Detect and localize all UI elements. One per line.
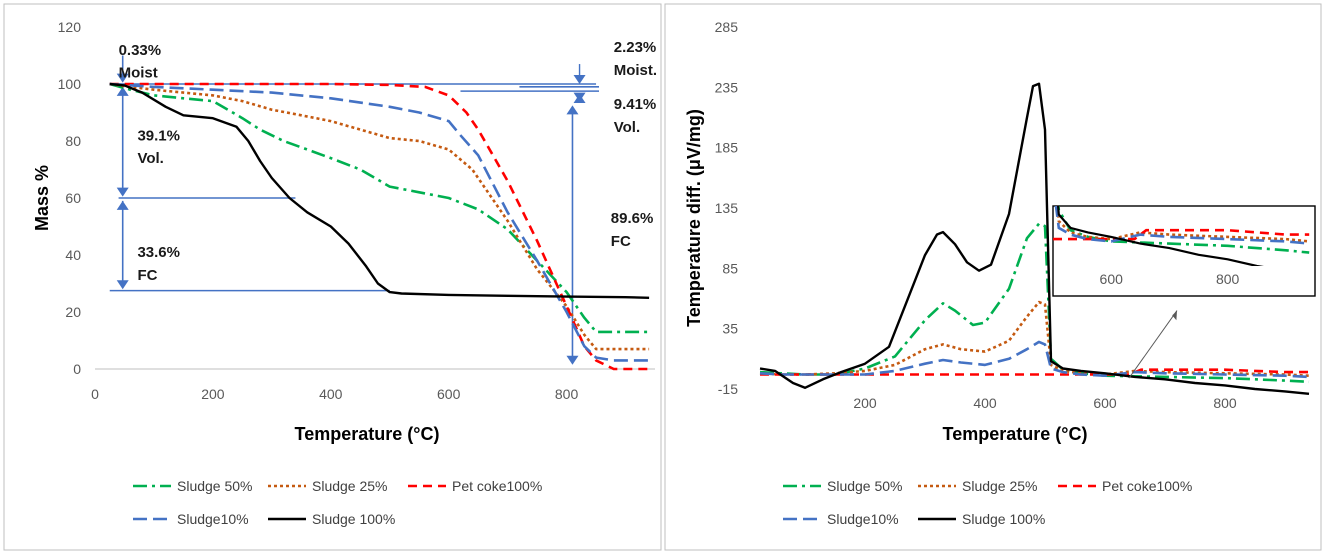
tga-fc-arrowhead-up (116, 200, 129, 210)
tga-annotation-volR1: 9.41% (614, 96, 657, 113)
dta-series-2 (760, 368, 1309, 376)
dta-y-tick-185: 185 (715, 140, 739, 156)
dta-inset-x-tick-800: 800 (1216, 271, 1240, 287)
tga-annotation-fc1: 33.6% (137, 244, 180, 261)
tga-fcR-arrowhead-down (566, 355, 579, 365)
tga-legend-label-4: Sludge 100% (312, 511, 395, 527)
tga-x-tick-0: 0 (91, 386, 99, 402)
tga-x-tick-400: 400 (319, 386, 343, 402)
tga-annotation-vol2: Vol. (137, 150, 163, 167)
tga-annotation-vol1: 39.1% (137, 127, 180, 144)
dta-chart: -15 35 85 135 185 235 285 200 400 600 800 Temperatu… (684, 19, 1316, 527)
dta-legend-label-2: Pet coke100% (1102, 478, 1192, 494)
tga-series-0 (109, 82, 650, 334)
dta-legend-label-4: Sludge 100% (962, 511, 1045, 527)
tga-y-tick-100: 100 (58, 76, 82, 92)
dta-series-0 (759, 222, 1310, 384)
tga-chart: 0 20 40 60 80 100 120 0 200 400 600 800 Temperature … (32, 19, 657, 527)
tga-annotation-volR2: Vol. (614, 119, 640, 136)
dta-inset-series-2 (1053, 228, 1310, 241)
dta-series-4 (759, 82, 1310, 395)
tga-series-1 (109, 82, 650, 351)
dta-x-tick-600: 600 (1093, 395, 1117, 411)
dta-x-tick-800: 800 (1213, 395, 1237, 411)
tga-fcR-arrowhead-up (566, 105, 579, 115)
dta-legend-label-3: Sludge10% (827, 511, 899, 527)
tga-legend-label-3: Sludge10% (177, 511, 249, 527)
dta-legend-label-0: Sludge 50% (827, 478, 903, 494)
dta-inset-x-tick-600: 600 (1100, 271, 1124, 287)
tga-y-tick-120: 120 (58, 19, 82, 35)
tga-x-tick-600: 600 (437, 386, 461, 402)
dta-y-tick-85: 85 (722, 260, 738, 276)
tga-series-4 (109, 82, 650, 299)
tga-y-tick-40: 40 (65, 247, 81, 263)
tga-legend-label-2: Pet coke100% (452, 478, 542, 494)
dta-y-tick-285: 285 (715, 19, 739, 35)
tga-legend-label-0: Sludge 50% (177, 478, 253, 494)
dta-y-tick-235: 235 (715, 79, 739, 95)
tga-annotation-fcR1: 89.6% (611, 210, 654, 227)
tga-y-label: Mass % (32, 165, 52, 231)
dta-callout-line (1128, 310, 1178, 379)
dta-x-tick-400: 400 (973, 395, 997, 411)
tga-volR-arrowhead-down (573, 92, 586, 102)
dta-y-label: Temperature diff. (μV/mg) (684, 109, 704, 327)
dta-inset-series-4 (1057, 206, 1264, 266)
tga-y-tick-0: 0 (73, 361, 81, 377)
tga-annotation-moist1: 0.33% (119, 42, 162, 59)
dta-x-label: Temperature (°C) (943, 424, 1088, 444)
dta-x-tick-200: 200 (853, 395, 877, 411)
dta-y-tick--15: -15 (718, 381, 738, 397)
tga-y-tick-60: 60 (65, 190, 81, 206)
dta-y-tick-35: 35 (722, 321, 738, 337)
tga-x-tick-800: 800 (555, 386, 579, 402)
tga-moistR-arrowhead (573, 75, 586, 84)
tga-moist-arrowhead (116, 73, 129, 83)
tga-x-tick-200: 200 (201, 386, 225, 402)
tga-annotation-fc2: FC (137, 267, 157, 284)
dta-inset-plot (1053, 206, 1310, 266)
tga-fc-arrowhead-down (116, 280, 129, 290)
tga-annotation-fcR2: FC (611, 233, 631, 250)
tga-vol-arrowhead-up (116, 86, 129, 96)
tga-y-tick-20: 20 (65, 304, 81, 320)
tga-vol-arrowhead-down (116, 187, 129, 197)
tga-y-tick-80: 80 (65, 133, 81, 149)
tga-legend-label-1: Sludge 25% (312, 478, 388, 494)
dta-inset-series-1 (1056, 206, 1310, 243)
dta-y-tick-135: 135 (715, 200, 739, 216)
dta-inset-series-3 (1054, 206, 1310, 245)
dta-legend-label-1: Sludge 25% (962, 478, 1038, 494)
tga-series-3 (109, 82, 650, 362)
tga-annotation-moistR2: Moist. (614, 62, 657, 79)
left-panel-border (3, 3, 662, 551)
tga-x-label: Temperature (°C) (295, 424, 440, 444)
tga-annotation-moist2: Moist (119, 65, 158, 82)
tga-annotation-moistR1: 2.23% (614, 39, 657, 56)
dta-series-3 (759, 340, 1310, 379)
dta-callout-arrowhead (1172, 310, 1177, 321)
